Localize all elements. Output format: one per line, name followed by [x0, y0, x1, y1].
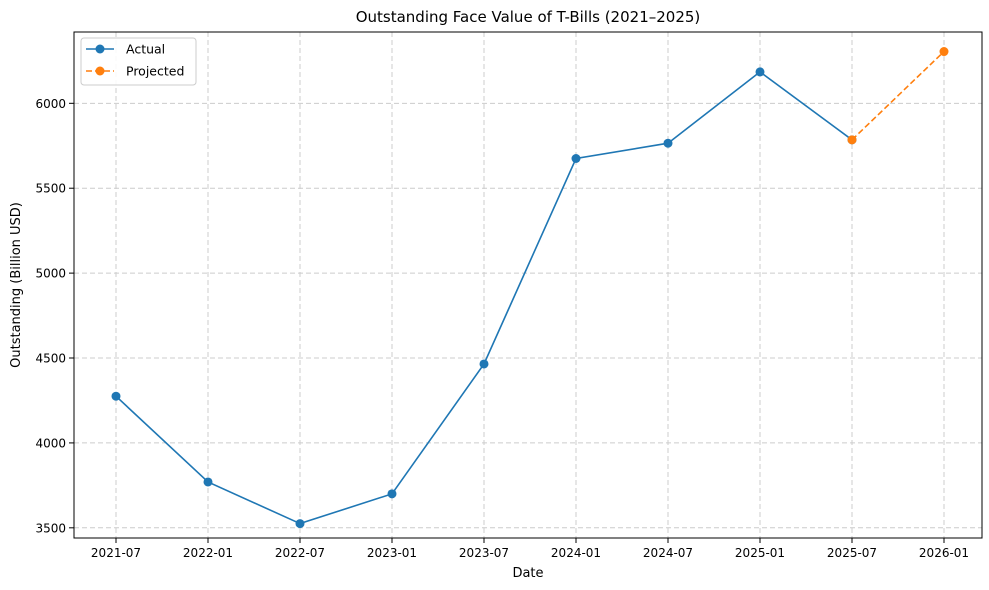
projected-data-point: [939, 47, 949, 57]
actual-data-point: [295, 519, 305, 529]
x-tick-label: 2026-01: [919, 546, 969, 560]
y-tick-label: 6000: [35, 97, 66, 111]
axis-ticks: 2021-07 2022-01 2022-07 2023-01 2023-07 2024-…: [35, 97, 969, 560]
legend-projected-marker: [95, 66, 105, 76]
y-tick-label: 4000: [35, 436, 66, 450]
x-axis-label: Date: [512, 566, 543, 581]
x-tick-label: 2022-01: [183, 546, 233, 560]
actual-data-point: [571, 154, 581, 163]
actual-data-point: [387, 489, 397, 499]
x-tick-label: 2022-07: [275, 546, 325, 560]
chart-title: Outstanding Face Value of T-Bills (2021–…: [356, 8, 701, 26]
y-tick-label: 5000: [35, 267, 66, 281]
plot-series: [111, 47, 949, 529]
x-tick-label: 2023-01: [367, 546, 417, 560]
actual-data-point: [203, 477, 213, 487]
legend-projected-label: Projected: [126, 64, 184, 79]
actual-data-point: [755, 67, 765, 77]
x-tick-label: 2025-07: [827, 546, 877, 560]
actual-data-point: [479, 359, 489, 369]
y-tick-label: 3500: [35, 521, 66, 535]
plot-area-frame: [73, 31, 983, 539]
projected-series-line: [851, 50, 945, 141]
grid-lines: [74, 32, 982, 538]
y-axis-label: Outstanding (Billion USD): [9, 202, 24, 368]
x-tick-label: 2024-07: [643, 546, 693, 560]
y-tick-label: 5500: [35, 182, 66, 196]
y-tick-label: 4500: [35, 352, 66, 366]
legend-actual-marker: [95, 44, 105, 54]
x-tick-label: 2023-07: [459, 546, 509, 560]
x-tick-label: 2025-01: [735, 546, 785, 560]
x-tick-label: 2024-01: [551, 546, 601, 560]
x-tick-label: 2021-07: [91, 546, 141, 560]
legend-actual-label: Actual: [126, 42, 165, 57]
actual-data-point: [663, 138, 673, 148]
legend: Actual Projected: [80, 37, 197, 86]
projected-data-point: [847, 135, 857, 145]
actual-data-point: [111, 391, 121, 401]
